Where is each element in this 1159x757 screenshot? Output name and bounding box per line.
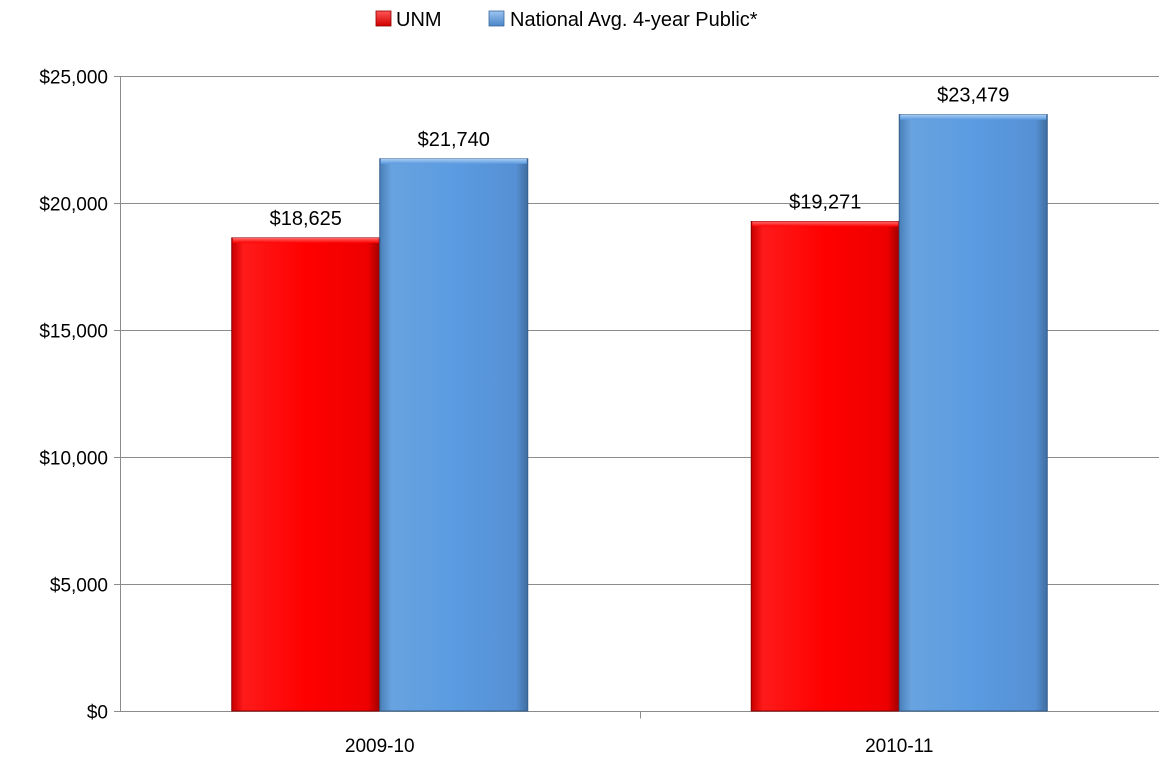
data-label-national-2009-10: $21,740 — [418, 129, 490, 151]
y-tick-label: $0 — [87, 703, 108, 724]
legend-swatch-national — [488, 10, 505, 27]
data-label-unm-2009-10: $18,625 — [270, 208, 342, 230]
bar-unm-2009-10 — [231, 237, 381, 712]
legend-swatch-unm — [375, 10, 392, 27]
y-tick-label: $20,000 — [39, 195, 108, 216]
bar-unm-2010-11 — [750, 221, 900, 712]
bar-top-highlight — [900, 114, 1047, 120]
bars — [231, 114, 1048, 712]
bar-top-highlight — [232, 237, 379, 243]
bar-national-2010-11 — [898, 114, 1048, 712]
data-label-unm-2010-11: $19,271 — [789, 192, 861, 214]
x-tick-label: 2009-10 — [345, 736, 415, 757]
bar-national-2009-10 — [379, 158, 529, 712]
legend-label-national: National Avg. 4-year Public* — [510, 9, 758, 31]
y-tick-label: $25,000 — [39, 68, 108, 89]
data-label-national-2010-11: $23,479 — [937, 85, 1009, 107]
bar-top-highlight — [752, 221, 899, 227]
y-tick-label: $15,000 — [39, 322, 108, 343]
y-tick-label: $5,000 — [50, 576, 108, 597]
y-tick-label: $10,000 — [39, 449, 108, 470]
x-tick-label: 2010-11 — [865, 736, 933, 757]
axes: $0 $5,000 $10,000 $15,000 $20,000 $25,000 2009… — [39, 68, 1159, 757]
legend: UNM National Avg. 4-year Public* — [375, 9, 758, 31]
legend-label-unm: UNM — [396, 9, 442, 31]
bar-top-highlight — [380, 158, 527, 164]
data-labels: $18,625 $21,740 $19,271 $23,479 — [270, 85, 1010, 230]
